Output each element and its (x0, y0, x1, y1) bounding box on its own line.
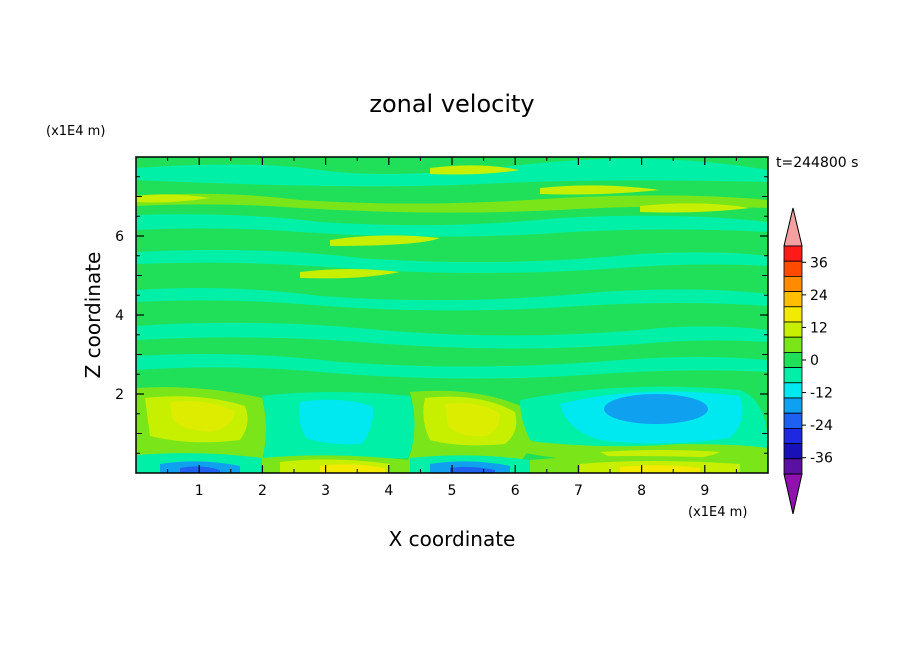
y-tick-label: 2 (115, 387, 124, 403)
y-axis-label: Z coordinate (81, 252, 105, 379)
plot-area (136, 157, 768, 473)
x-tick-label: 5 (448, 483, 457, 499)
colorbar-bottom-arrow (783, 473, 803, 515)
colorbar-label: 36 (810, 255, 828, 271)
colorbar-swatch (783, 275, 803, 292)
colorbar-swatch (783, 351, 803, 368)
colorbar-swatch (783, 245, 803, 262)
x-tick-label: 1 (195, 483, 204, 499)
colorbar-swatch (783, 382, 803, 399)
colorbar-swatch (783, 397, 803, 414)
x-axis-label: X coordinate (389, 527, 516, 551)
y-tick-label: 6 (115, 229, 124, 245)
y-axis: 2 4 6 (115, 176, 768, 454)
colorbar-label: -24 (810, 418, 833, 434)
colorbar-swatch (783, 427, 803, 444)
x-tick-label: 4 (384, 483, 393, 499)
colorbar: 36 24 12 0 -12 -24 -36 (783, 207, 833, 515)
colorbar-label: -36 (810, 451, 833, 467)
colorbar-swatch (783, 443, 803, 460)
time-label: t=244800 s (776, 155, 858, 171)
colorbar-swatch (783, 336, 803, 353)
colorbar-swatch (783, 412, 803, 429)
colorbar-swatch (783, 306, 803, 323)
x-tick-label: 7 (574, 483, 583, 499)
x-axis: 1 2 3 4 5 6 7 8 9 (167, 157, 737, 499)
colorbar-label: 24 (810, 288, 828, 304)
lower-structures (136, 386, 768, 473)
y-tick-label: 4 (115, 308, 124, 324)
negative-core (604, 394, 708, 424)
colorbar-swatch (783, 260, 803, 277)
colorbar-label: 0 (810, 353, 819, 369)
colorbar-swatch (783, 367, 803, 384)
colorbar-label: 12 (810, 320, 828, 336)
x-tick-label: 2 (258, 483, 267, 499)
upper-bands (136, 158, 768, 379)
x-tick-label: 8 (637, 483, 646, 499)
colorbar-swatch (783, 321, 803, 338)
chart-title: zonal velocity (369, 90, 534, 118)
x-tick-label: 9 (700, 483, 709, 499)
z-unit-label: (x1E4 m) (46, 124, 105, 139)
colorbar-swatch (783, 458, 803, 475)
colorbar-swatch (783, 291, 803, 308)
x-unit-label: (x1E4 m) (688, 505, 747, 520)
colorbar-label: -12 (810, 386, 833, 402)
colorbar-top-arrow (783, 207, 803, 247)
x-tick-label: 3 (321, 483, 330, 499)
x-tick-label: 6 (511, 483, 520, 499)
